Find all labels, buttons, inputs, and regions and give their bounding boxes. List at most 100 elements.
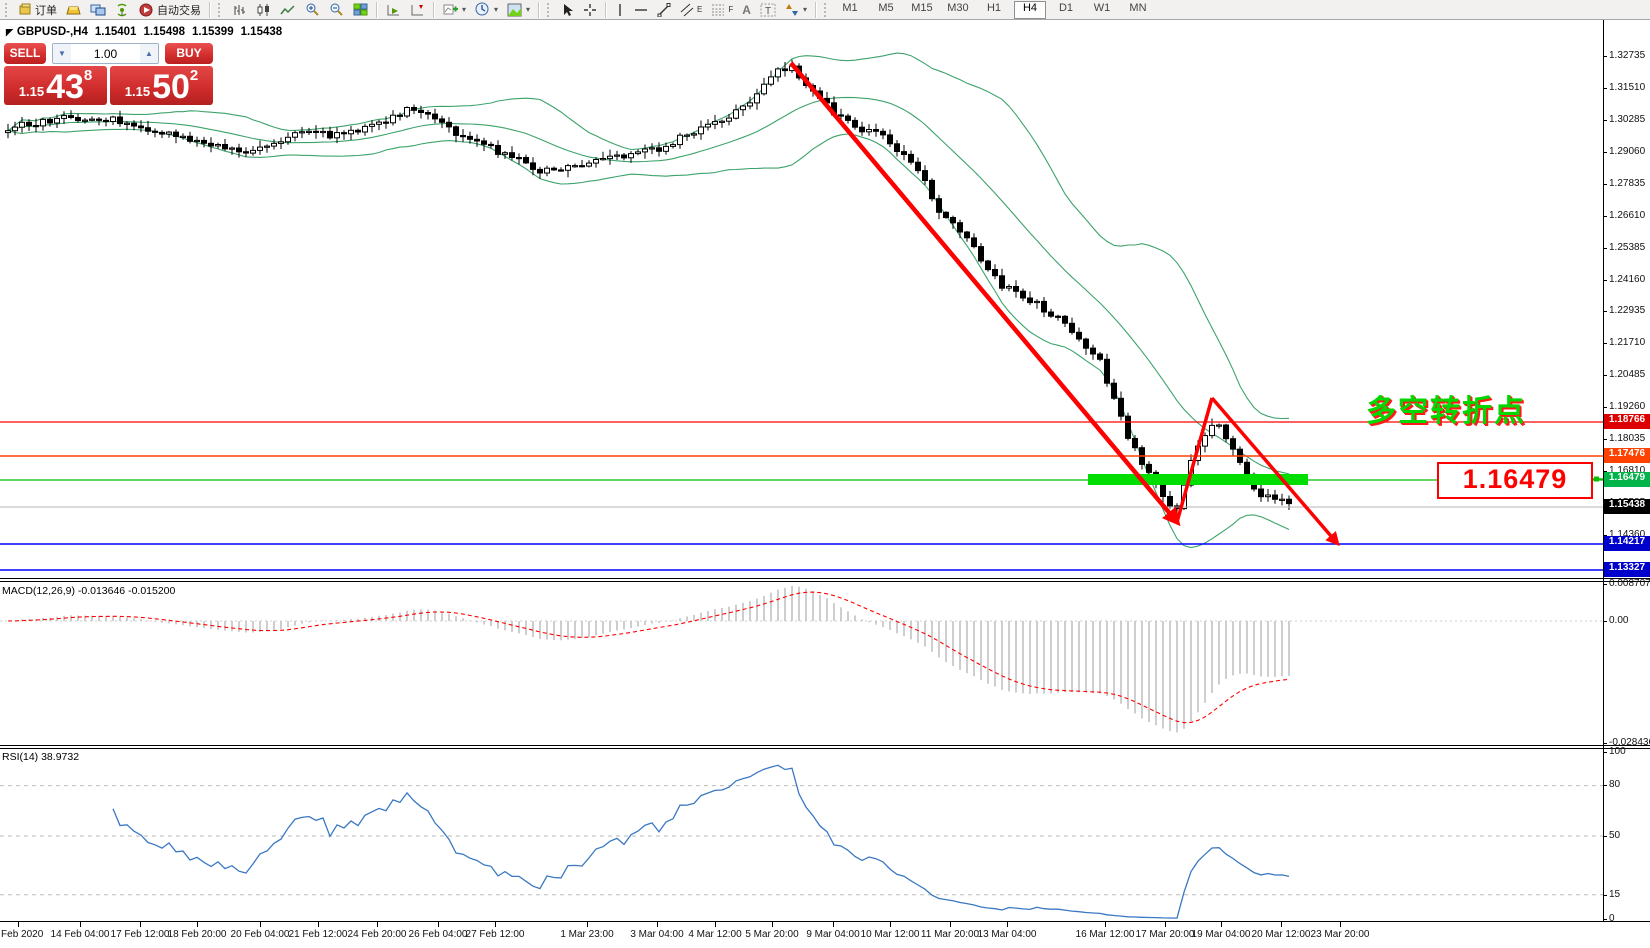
label-button[interactable]: T xyxy=(756,0,780,20)
volume-decrease-button[interactable]: ▼ xyxy=(53,44,71,63)
time-tick-mark xyxy=(438,922,439,927)
time-tick-mark xyxy=(1340,922,1341,927)
time-tick-label: 19 Mar 04:00 xyxy=(1191,929,1251,940)
price-tick-label: 1.20485 xyxy=(1609,369,1646,380)
buy-price-sup: 2 xyxy=(189,67,199,84)
time-tick-label: 17 Feb 12:00 xyxy=(110,929,170,940)
chart-window-icon: ◤ xyxy=(6,27,13,37)
toolbar-separator xyxy=(209,1,211,18)
ohlc-open: 1.15401 xyxy=(94,26,137,38)
antenna-icon[interactable] xyxy=(111,0,134,20)
text-button[interactable]: A xyxy=(738,0,755,20)
time-tick-label: 13 Mar 04:00 xyxy=(977,929,1037,940)
timeframe-button-W1[interactable]: W1 xyxy=(1093,1,1111,14)
main-chart-canvas[interactable] xyxy=(0,21,1604,578)
macd-pane-canvas[interactable] xyxy=(0,582,1604,745)
autotrading-button[interactable]: 自动交易 xyxy=(135,0,205,20)
price-tick-label: 1.14360 xyxy=(1609,529,1646,540)
fibonacci-button[interactable]: F xyxy=(707,0,737,20)
price-tick-label: 1.27835 xyxy=(1609,178,1646,189)
volume-increase-button[interactable]: ▲ xyxy=(140,44,158,63)
timeframe-button-D1[interactable]: D1 xyxy=(1058,1,1073,14)
time-tick-mark xyxy=(260,922,261,927)
new-order-button[interactable]: 订单 xyxy=(15,0,61,20)
timeframe-button-M30[interactable]: M30 xyxy=(947,1,969,14)
price-tick-label: 1.29060 xyxy=(1609,146,1646,157)
periods-button[interactable]: ▾ xyxy=(471,0,502,20)
buy-price-display[interactable]: 1.15 50 2 xyxy=(110,66,213,105)
new-order-icon xyxy=(19,3,31,15)
auto-scroll-button[interactable] xyxy=(382,0,405,20)
toolbar-grip[interactable] xyxy=(5,2,11,17)
time-tick-mark xyxy=(890,922,891,927)
toolbar-grip[interactable] xyxy=(547,2,553,17)
time-tick-mark xyxy=(950,922,951,927)
sell-price-prefix: 1.15 xyxy=(18,84,45,99)
cursor-button[interactable] xyxy=(557,0,578,20)
channel-button[interactable]: E xyxy=(676,0,706,20)
zoom-in-button[interactable] xyxy=(301,0,324,20)
toolbar-grip[interactable] xyxy=(823,2,830,17)
buy-price-big: 50 xyxy=(152,68,190,106)
time-tick-mark xyxy=(80,922,81,927)
time-tick-mark xyxy=(140,922,141,927)
price-axis-border xyxy=(1603,20,1604,921)
chevron-down-icon: ▾ xyxy=(494,5,499,14)
time-tick-mark xyxy=(1105,922,1106,927)
toolbar-grip[interactable] xyxy=(218,2,224,17)
pane-divider[interactable] xyxy=(0,745,1650,746)
price-tick-label: 1.30285 xyxy=(1609,114,1646,125)
timeframe-button-MN[interactable]: MN xyxy=(1129,1,1147,14)
computers-icon[interactable] xyxy=(86,0,110,20)
support-zone-bar[interactable] xyxy=(1088,474,1308,485)
bar-chart-button[interactable] xyxy=(228,0,251,20)
timeframe-button-H4[interactable]: H4 xyxy=(1013,0,1046,19)
trend-arrow-down-1[interactable] xyxy=(789,61,1181,527)
one-click-trading-panel: SELL ▼ ▲ BUY 1.15 43 8 1.15 50 2 xyxy=(4,43,213,105)
turning-point-annotation[interactable]: 多空转折点 xyxy=(1366,395,1526,428)
arrows-button[interactable]: ▾ xyxy=(781,0,811,20)
vertical-line-button[interactable] xyxy=(611,0,629,20)
crosshair-button[interactable] xyxy=(579,0,601,20)
price-callout-label[interactable]: 1.16479 xyxy=(1437,462,1593,499)
time-tick-label: 23 Mar 20:00 xyxy=(1310,929,1370,940)
buy-button[interactable]: BUY xyxy=(165,43,213,64)
indicators-button[interactable]: ▾ xyxy=(439,0,470,20)
toolbar-separator xyxy=(376,1,378,18)
timeframe-button-M1[interactable]: M1 xyxy=(842,1,858,14)
trendline-button[interactable] xyxy=(653,0,675,20)
sell-price-display[interactable]: 1.15 43 8 xyxy=(4,66,107,105)
symbol-period: GBPUSD-,H4 xyxy=(16,26,88,38)
price-tick-label: 1.15585 xyxy=(1609,497,1646,508)
volume-input[interactable] xyxy=(71,44,140,63)
zoom-out-button[interactable] xyxy=(325,0,348,20)
rsi-pane-canvas[interactable] xyxy=(0,749,1604,921)
trend-arrow-down-2[interactable] xyxy=(1210,396,1340,547)
trend-line-up[interactable] xyxy=(1175,397,1214,523)
candlestick-chart-button[interactable] xyxy=(252,0,275,20)
pane-divider[interactable] xyxy=(0,578,1650,579)
sell-price-sup: 8 xyxy=(83,67,93,84)
time-tick-label: 20 Mar 12:00 xyxy=(1251,929,1311,940)
time-tick-label: 2 Feb 2020 xyxy=(0,929,44,940)
horizontal-line-button[interactable] xyxy=(630,0,652,20)
price-level-badge: 1.14217 xyxy=(1604,536,1650,551)
main-toolbar: 订单 自动交易 xyxy=(0,0,1650,20)
rsi-tick-label: 80 xyxy=(1609,779,1621,790)
price-level-badge: 1.17476 xyxy=(1604,448,1650,463)
rsi-tick-label: 0 xyxy=(1609,913,1615,924)
gold-ingot-icon[interactable] xyxy=(62,0,85,20)
svg-text:T: T xyxy=(765,6,771,17)
macd-tick-label: -0.028436 xyxy=(1609,737,1650,748)
line-chart-button[interactable] xyxy=(276,0,300,20)
time-tick-mark xyxy=(18,922,19,927)
sell-button[interactable]: SELL xyxy=(4,43,46,64)
timeframe-button-M15[interactable]: M15 xyxy=(911,1,933,14)
templates-button[interactable]: ▾ xyxy=(503,0,534,20)
timeframe-button-H1[interactable]: H1 xyxy=(986,1,1001,14)
fibo-letter: F xyxy=(728,5,734,14)
timeframe-button-M5[interactable]: M5 xyxy=(878,1,894,14)
tile-windows-button[interactable] xyxy=(349,0,372,20)
chevron-down-icon: ▾ xyxy=(802,5,807,14)
chart-shift-button[interactable] xyxy=(406,0,429,20)
